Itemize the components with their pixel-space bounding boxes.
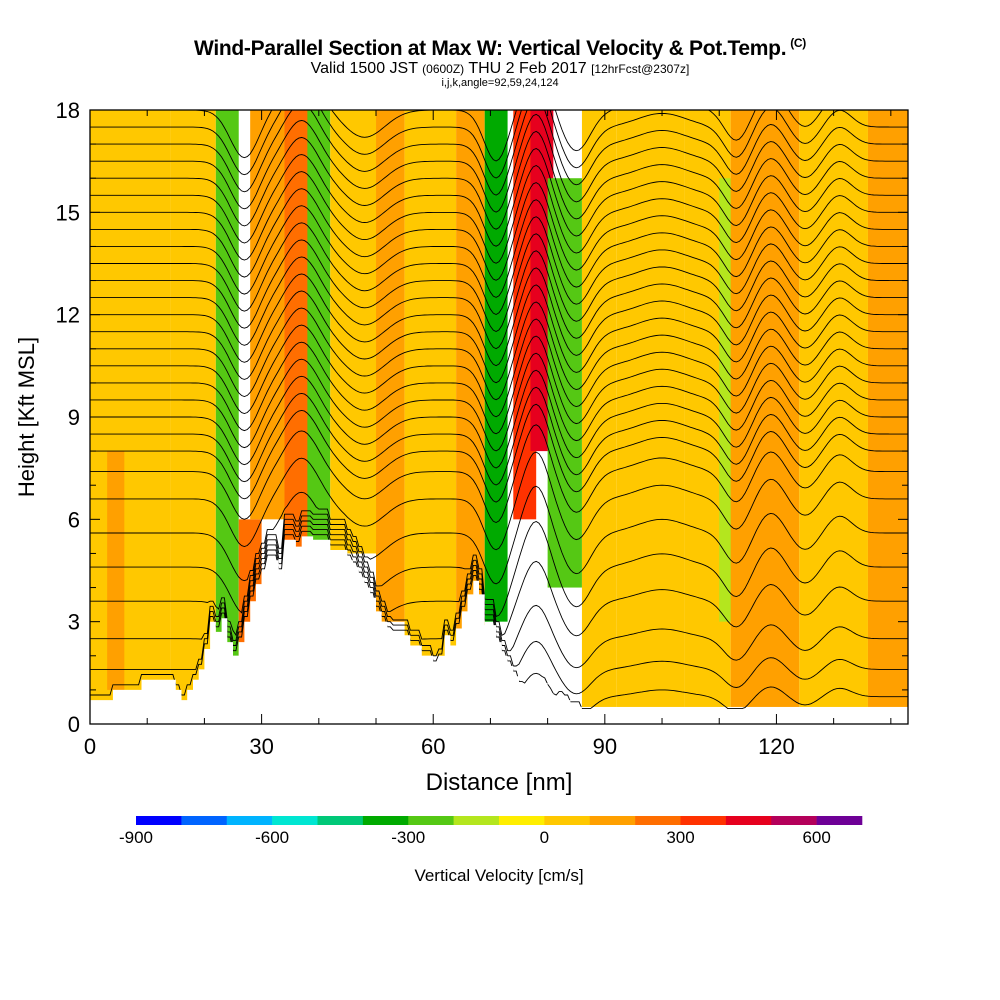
colorbar-tick-label: -900 [119,828,153,847]
valid-time-utc: (0600Z) [422,62,465,76]
colorbar-swatch [226,816,273,825]
chart-title: Wind-Parallel Section at Max W: Vertical… [0,36,1000,61]
colorbar-tick-label: -300 [391,828,425,847]
velocity-cell [616,110,685,707]
isentrope-line [90,403,908,503]
velocity-cell [376,110,405,622]
velocity-cell [730,110,800,707]
velocity-cell [215,110,239,656]
x-tick-label: 60 [421,734,445,759]
chart-subtitle: Valid 1500 JST (0600Z) THU 2 Feb 2017 [1… [0,60,1000,78]
colorbar-swatch [499,816,545,825]
isentrope-line [90,424,908,524]
velocity-cell [867,110,908,707]
isentrope-line [90,182,908,281]
chart-title-tag: (C) [790,36,806,50]
isentrope-line [90,386,908,486]
chart-title-text: Wind-Parallel Section at Max W: Vertical… [194,37,787,60]
isentrope-line [90,267,908,367]
isentrope-line [90,301,908,401]
isentrope-line [90,335,908,435]
y-tick-label: 18 [56,98,80,123]
y-tick-label: 9 [68,405,80,430]
velocity-cell [330,110,377,554]
colorbar-swatch [272,816,318,825]
velocity-cell [581,110,617,707]
isentrope-line [90,250,908,350]
colorbar-swatch [725,816,772,825]
isentrope-line [90,199,908,298]
forecast-info: [12hrFcst@2307z] [591,62,690,76]
y-tick-label: 6 [68,507,80,532]
isentrope-line [90,216,908,316]
colorbar-swatch [362,816,409,825]
velocity-cell [307,110,331,554]
valid-date: THU 2 Feb 2017 [468,60,587,77]
velocity-cell [799,110,868,707]
colorbar-swatch [181,816,228,825]
isentrope-line [90,318,908,418]
isentrope-line [90,110,908,179]
y-axis-label: Height [Kft MSL] [14,337,39,497]
colorbar-tick-label: 300 [666,828,694,847]
isentrope-line [90,113,908,213]
colorbar-swatch [635,816,681,825]
y-tick-label: 3 [68,610,80,635]
colorbar-tick-label: -600 [255,828,289,847]
colorbar-swatch [680,816,727,825]
x-tick-label: 120 [758,734,795,759]
isentrope-line [90,510,908,618]
x-tick-label: 0 [84,734,96,759]
valid-time: Valid 1500 JST [310,60,418,77]
colorbar-swatch [589,816,636,825]
isentrope-line [90,352,908,452]
terrain-mask [90,536,908,724]
isentrope-line [90,233,908,333]
x-tick-label: 90 [593,734,617,759]
isentrope-line [90,110,908,196]
velocity-cell [107,451,125,690]
y-tick-label: 12 [56,303,80,328]
x-axis-label: Distance [nm] [426,769,573,796]
colorbar-swatch [453,816,500,825]
velocity-cell [547,178,582,588]
colorbar-tick-label: 600 [802,828,830,847]
colorbar-swatch [136,816,182,825]
colorbar-swatch [317,816,364,825]
isentrope-line [90,147,908,247]
isentrope-line [90,451,908,551]
isentrope-line [90,284,908,384]
x-tick-label: 30 [249,734,273,759]
colorbar-swatch [771,816,817,825]
colorbar-label: Vertical Velocity [cm/s] [414,866,583,885]
colorbar-swatch [544,816,591,825]
y-tick-label: 15 [56,200,80,225]
colorbar-tick-label: 0 [540,828,549,847]
y-tick-label: 0 [68,712,80,737]
isentrope-line [90,515,908,637]
colorbar-swatch [408,816,454,825]
isentrope-line [90,164,908,264]
colorbar-swatch [816,816,863,825]
isentrope-line [90,485,908,585]
isentrope-line [90,110,908,162]
isentrope-line [90,130,908,230]
isentrope-line [90,369,908,469]
grid-indices: i,j,k,angle=92,59,24,124 [441,77,559,89]
